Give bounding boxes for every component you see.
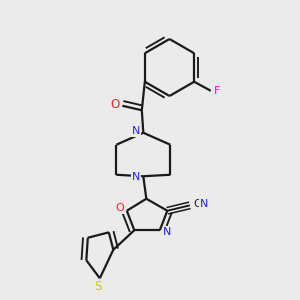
Text: S: S [94, 280, 102, 293]
Text: N: N [132, 172, 140, 182]
Text: N: N [163, 227, 172, 237]
Text: O: O [111, 98, 120, 111]
Text: N: N [132, 126, 140, 136]
Text: O: O [115, 203, 124, 213]
Text: F: F [214, 86, 220, 96]
Text: N: N [200, 200, 208, 209]
Text: C: C [194, 200, 201, 209]
